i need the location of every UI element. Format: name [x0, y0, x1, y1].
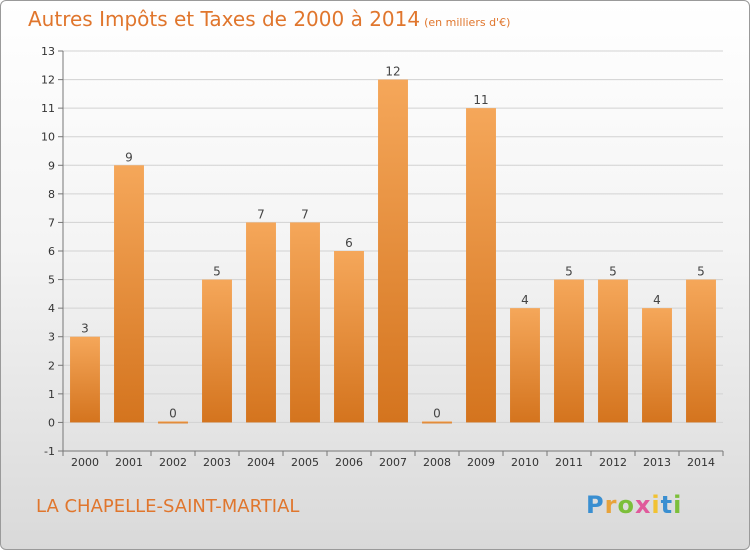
data-label: 4 [653, 293, 661, 307]
data-label: 5 [565, 265, 573, 279]
x-tick-label: 2003 [203, 456, 231, 469]
logo-letter: t [660, 491, 674, 519]
x-tick-label: 2008 [423, 456, 451, 469]
logo-letter: i [673, 491, 683, 519]
y-tick-label: 1 [48, 388, 55, 401]
x-tick-label: 2001 [115, 456, 143, 469]
y-tick-label: 13 [41, 45, 55, 58]
x-tick-label: 2014 [687, 456, 715, 469]
bar [114, 165, 144, 423]
bar [202, 279, 232, 423]
bar [554, 279, 584, 423]
y-tick-label: 6 [48, 245, 55, 258]
commune-name: LA CHAPELLE-SAINT-MARTIAL [36, 496, 300, 517]
y-tick-label: 10 [41, 131, 55, 144]
y-tick-label: 2 [48, 359, 55, 372]
data-label: 7 [301, 207, 309, 221]
logo-letter: i [651, 491, 661, 519]
logo-letter: x [634, 491, 652, 519]
chart-title-text: Autres Impôts et Taxes de 2000 à 2014 [28, 7, 421, 31]
bar [642, 308, 672, 423]
bar [334, 251, 364, 423]
y-tick-label: 11 [41, 102, 55, 115]
y-tick-label: 8 [48, 188, 55, 201]
bar [290, 222, 320, 423]
data-label: 9 [125, 150, 133, 164]
data-label: 12 [385, 65, 400, 79]
x-tick-label: 2000 [71, 456, 99, 469]
data-label: 5 [697, 265, 705, 279]
bar [70, 336, 100, 423]
data-label: 5 [213, 265, 221, 279]
data-label: 6 [345, 236, 353, 250]
logo-letter: r [604, 491, 618, 519]
y-tick-label: 4 [48, 302, 55, 315]
y-tick-label: 12 [41, 74, 55, 87]
logo-letter: o [617, 491, 635, 519]
x-tick-label: 2006 [335, 456, 363, 469]
bar [246, 222, 276, 423]
x-tick-label: 2005 [291, 456, 319, 469]
x-tick-label: 2011 [555, 456, 583, 469]
data-label: 0 [433, 406, 441, 420]
x-tick-label: 2004 [247, 456, 275, 469]
chart-title: Autres Impôts et Taxes de 2000 à 2014 (en… [28, 7, 510, 31]
y-tick-label: 0 [48, 416, 55, 429]
x-tick-label: 2002 [159, 456, 187, 469]
data-label: 5 [609, 265, 617, 279]
proxiti-logo: Proxiti [586, 491, 682, 519]
bar [686, 279, 716, 423]
data-label: 7 [257, 207, 265, 221]
data-label: 3 [81, 322, 89, 336]
x-tick-label: 2009 [467, 456, 495, 469]
bar [598, 279, 628, 423]
chart-unit: (en milliers d'€) [424, 16, 511, 29]
x-tick-label: 2007 [379, 456, 407, 469]
x-tick-label: 2013 [643, 456, 671, 469]
x-tick-label: 2010 [511, 456, 539, 469]
bar [466, 108, 496, 423]
bar [422, 421, 452, 424]
y-tick-label: 7 [48, 216, 55, 229]
bar [378, 79, 408, 423]
y-tick-label: 3 [48, 331, 55, 344]
data-label: 4 [521, 293, 529, 307]
logo-letter: P [586, 491, 605, 519]
y-tick-label: 9 [48, 159, 55, 172]
x-tick-label: 2012 [599, 456, 627, 469]
data-label: 0 [169, 406, 177, 420]
y-tick-label: 5 [48, 274, 55, 287]
y-tick-label: -1 [44, 445, 55, 458]
bar [510, 308, 540, 423]
bar [158, 421, 188, 424]
data-label: 11 [473, 93, 488, 107]
